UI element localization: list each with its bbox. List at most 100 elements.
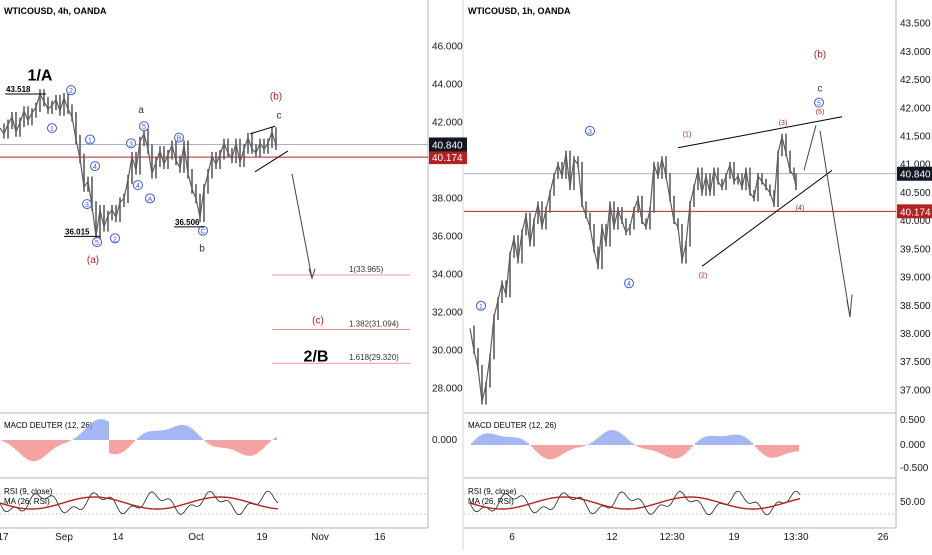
macd-tick-label: -0.500 xyxy=(900,463,929,474)
wave-label: 3 xyxy=(129,141,133,148)
wave-label: 4 xyxy=(93,164,97,171)
time-tick-label: 16 xyxy=(374,532,386,543)
price-tick-label: 41.500 xyxy=(900,132,931,143)
wave-label: (1) xyxy=(683,132,692,139)
wave-label: (5) xyxy=(816,109,825,116)
wave-label: 5 xyxy=(95,240,99,247)
wave-label-circle xyxy=(145,193,155,204)
wave-value-label: 36.506 xyxy=(175,218,200,227)
panel-left: WTICOUSD, 4h, OANDA 46.000 44.000 42.000 40.… xyxy=(0,0,467,543)
wave-label: 5 xyxy=(817,101,821,108)
wave-label: (4) xyxy=(796,205,805,212)
wave-label: 1 xyxy=(479,304,483,311)
time-tick-label: 26 xyxy=(877,532,889,543)
time-tick-label: 6 xyxy=(509,532,515,543)
macd-title: MACD DEUTER (12, 26) xyxy=(468,421,557,430)
macd-tick-label: 0.000 xyxy=(900,440,925,451)
price-tick-label: 38.000 xyxy=(432,193,463,204)
wave-label-circle xyxy=(198,225,208,236)
wave-label: 1 xyxy=(88,138,92,145)
wave-label: a xyxy=(138,105,144,116)
time-tick-label: 19 xyxy=(728,532,740,543)
wave-value-label: 43.518 xyxy=(6,85,31,94)
chart-header: WTICOUSD, 4h, OANDA xyxy=(4,6,107,16)
wave-label: (a) xyxy=(87,255,99,266)
price-tick-label: 42.000 xyxy=(432,117,463,128)
price-tick-label: 28.000 xyxy=(432,383,463,394)
last-price-label: 40.840 xyxy=(900,170,931,181)
wave-label: b xyxy=(199,244,205,255)
price-series xyxy=(0,92,277,237)
triangle-lines xyxy=(677,116,843,267)
wave-label-circle xyxy=(624,278,634,289)
wave-label: 1/A xyxy=(28,68,53,85)
wave-label: (3) xyxy=(779,120,788,127)
wave-label-circle xyxy=(82,199,92,210)
ref-price-badge xyxy=(429,150,467,165)
rsi-ma-line xyxy=(469,496,801,510)
chart-header: WTICOUSD, 1h, OANDA xyxy=(468,6,571,16)
wave-value-label: 36.015 xyxy=(65,227,90,236)
wave-label: 1 xyxy=(50,126,54,133)
last-price-label: 40.840 xyxy=(432,140,463,151)
wave-label: (b) xyxy=(814,50,826,61)
price-tick-label: 43.500 xyxy=(900,19,931,30)
wave-label-circle xyxy=(133,180,143,191)
wave-label: 2/B xyxy=(304,349,329,366)
price-tick-label: 37.000 xyxy=(900,385,931,396)
price-tick-label: 40.500 xyxy=(900,188,931,199)
projection-arrow xyxy=(291,173,313,279)
wave-label: 3 xyxy=(85,202,89,209)
wave-label: 2 xyxy=(69,88,73,95)
time-tick-label: 13:30 xyxy=(783,532,808,543)
price-tick-label: 30.000 xyxy=(432,345,463,356)
arrow-head xyxy=(308,268,316,280)
last-price-badge xyxy=(429,137,467,152)
wave-label-circle xyxy=(92,237,102,248)
wave-label: B xyxy=(177,136,182,143)
wave-label-circle xyxy=(585,125,595,136)
wave-label: c xyxy=(277,111,282,122)
rsi-line xyxy=(469,490,801,516)
time-tick-label: Nov xyxy=(311,532,329,543)
price-series xyxy=(469,136,797,402)
price-tick-label: 41.000 xyxy=(900,160,931,171)
wave-label-circle xyxy=(66,85,76,96)
last-price-badge xyxy=(897,166,932,181)
time-tick-label: 12:30 xyxy=(659,532,684,543)
projection-arrow xyxy=(803,125,851,318)
wave-label-circle xyxy=(476,300,486,311)
macd-tick-label: 0.500 xyxy=(900,415,925,426)
time-tick-label: Sep xyxy=(55,532,73,543)
arrow-head xyxy=(846,294,853,318)
rsi-title: RSI (9, close) xyxy=(4,487,53,496)
fib-level-label: 1(33.965) xyxy=(349,265,384,274)
price-tick-label: 39.500 xyxy=(900,244,931,255)
triangle-lines xyxy=(249,125,289,173)
wave-label-circle xyxy=(47,123,57,134)
ref-price-badge xyxy=(897,204,932,219)
price-tick-label: 36.000 xyxy=(432,231,463,242)
wave-label-circle xyxy=(110,233,120,244)
wave-label: A xyxy=(148,196,153,203)
panel-right: WTICOUSD, 1h, OANDA 43.500 43.000 42.500 42.… xyxy=(464,0,932,543)
wave-label: C xyxy=(200,229,205,236)
wave-label: 5 xyxy=(142,124,146,131)
wave-label: (b) xyxy=(270,92,282,103)
wave-label: 4 xyxy=(136,183,140,190)
wave-label: 3 xyxy=(588,129,592,136)
rsi-ma-line xyxy=(0,496,279,510)
wave-label-circle xyxy=(90,161,100,172)
price-tick-label: 34.000 xyxy=(432,269,463,280)
wave-label-circle xyxy=(85,134,95,145)
price-tick-label: 37.500 xyxy=(900,357,931,368)
price-tick-label: 39.000 xyxy=(900,273,931,284)
wave-label-circle xyxy=(126,138,136,149)
price-tick-label: 38.000 xyxy=(900,329,931,340)
time-tick-label: 12 xyxy=(606,532,618,543)
price-tick-label: 46.000 xyxy=(432,41,463,52)
price-tick-label: 44.000 xyxy=(432,79,463,90)
time-tick-label: 14 xyxy=(112,532,124,543)
